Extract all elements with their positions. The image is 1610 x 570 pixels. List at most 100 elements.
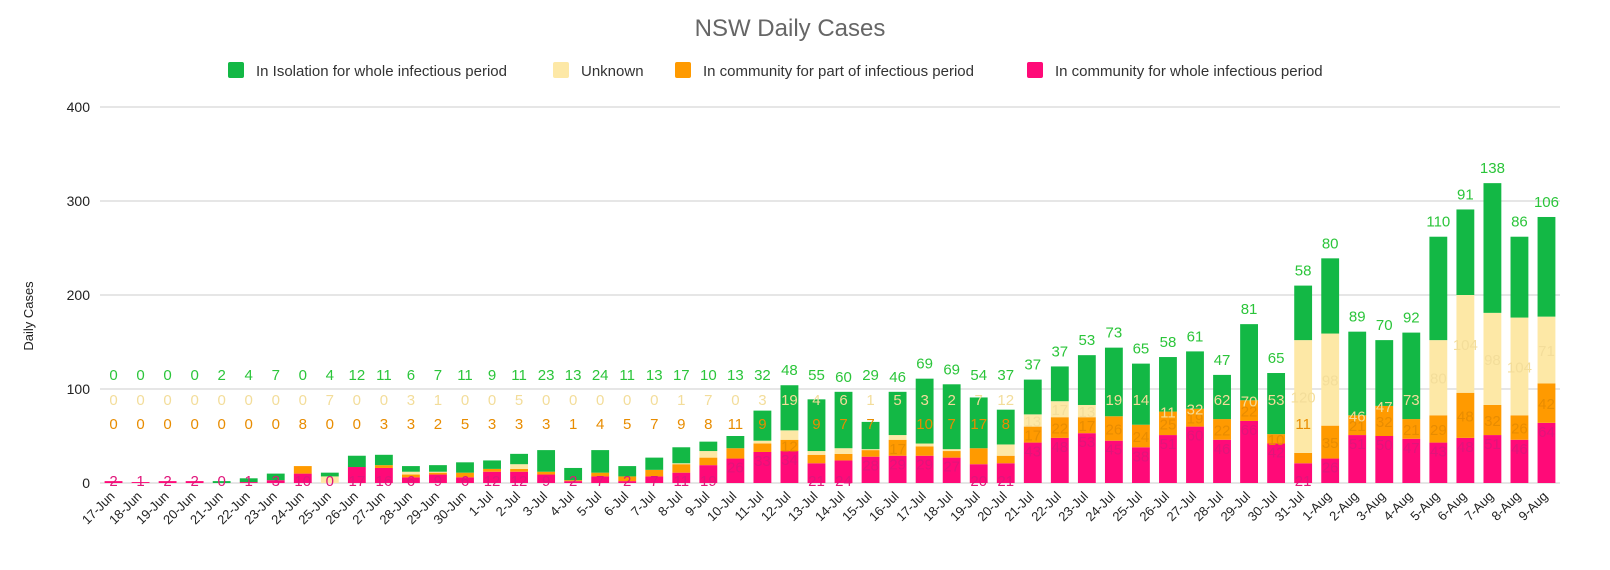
bar-segment bbox=[266, 473, 285, 481]
bar-segment bbox=[672, 463, 691, 465]
data-label: 7 bbox=[272, 367, 280, 384]
x-tick-label: 15-Jul bbox=[839, 488, 875, 524]
data-label: 13 bbox=[1079, 404, 1096, 421]
data-label: 19 bbox=[700, 473, 717, 490]
data-label: 12 bbox=[484, 473, 501, 490]
x-tick-label: 24-Jul bbox=[1082, 488, 1118, 524]
data-label: 9 bbox=[677, 416, 685, 433]
bar-segment bbox=[861, 449, 880, 451]
bar-segment bbox=[1050, 401, 1069, 418]
bar-segment bbox=[645, 457, 664, 470]
bar-segment bbox=[1537, 316, 1556, 384]
bar-segment bbox=[1537, 216, 1556, 317]
x-tick-label: 25-Jul bbox=[1109, 488, 1145, 524]
data-label: 32 bbox=[754, 367, 771, 384]
bar-segment bbox=[429, 472, 447, 475]
bar-segment bbox=[888, 391, 907, 436]
bar-segment bbox=[1023, 379, 1042, 415]
bar-segment bbox=[293, 466, 312, 474]
data-label: 13 bbox=[1024, 413, 1041, 430]
data-label: 2 bbox=[163, 473, 171, 490]
data-label: 104 bbox=[1507, 359, 1532, 376]
bar-segment bbox=[942, 451, 961, 458]
x-tick-label: 26-Jul bbox=[1136, 488, 1172, 524]
bar-segment bbox=[456, 477, 474, 483]
data-label: 3 bbox=[407, 416, 415, 433]
x-tick-label: 21-Jul bbox=[1001, 488, 1037, 524]
data-label: 13 bbox=[727, 367, 744, 384]
data-label: 20 bbox=[970, 473, 987, 490]
bar-segment bbox=[537, 450, 556, 472]
data-label: 17 bbox=[970, 416, 987, 433]
data-label: 7 bbox=[947, 416, 955, 433]
data-label: 1 bbox=[434, 392, 442, 409]
data-label: 3 bbox=[407, 392, 415, 409]
bar-segment bbox=[1348, 331, 1367, 416]
data-label: 9 bbox=[488, 367, 496, 384]
bar-segment bbox=[1375, 340, 1394, 406]
bar-segment bbox=[780, 451, 799, 483]
data-label: 17 bbox=[1051, 402, 1068, 419]
data-label: 16 bbox=[376, 473, 393, 490]
data-label: 48 bbox=[1051, 439, 1068, 456]
data-label: 11 bbox=[511, 367, 527, 384]
data-label: 6 bbox=[461, 473, 469, 490]
bar-segment bbox=[1077, 404, 1096, 418]
bar-segment bbox=[1537, 422, 1556, 483]
data-label: 19 bbox=[1187, 411, 1204, 428]
data-label: 6 bbox=[407, 473, 415, 490]
data-label: 70 bbox=[1241, 393, 1258, 410]
bar-segment bbox=[726, 458, 745, 483]
data-label: 3 bbox=[515, 416, 523, 433]
bar-segment bbox=[1159, 357, 1177, 412]
bar-segment bbox=[699, 465, 718, 483]
data-label: 69 bbox=[943, 361, 960, 378]
bar-segment bbox=[888, 435, 907, 440]
data-label: 2 bbox=[217, 367, 225, 384]
x-tick-label: 7-Jul bbox=[628, 488, 659, 519]
bar-segment bbox=[645, 469, 664, 477]
bar-segment bbox=[780, 430, 799, 440]
data-label: 47 bbox=[1403, 440, 1420, 457]
data-label: 0 bbox=[272, 416, 280, 433]
data-label: 17 bbox=[673, 367, 690, 384]
data-label: 22 bbox=[1051, 421, 1068, 438]
bar-segment bbox=[699, 457, 718, 466]
bar-segment bbox=[996, 444, 1015, 456]
data-label: 8 bbox=[299, 416, 307, 433]
data-label: 7 bbox=[866, 416, 874, 433]
data-label: 34 bbox=[781, 452, 798, 469]
data-label: 0 bbox=[488, 392, 496, 409]
data-label: 3 bbox=[758, 392, 766, 409]
data-label: 61 bbox=[1187, 328, 1204, 345]
x-tick-label: 4-Jul bbox=[547, 488, 578, 519]
y-tick-label: 200 bbox=[67, 287, 91, 303]
data-label: 98 bbox=[1484, 352, 1501, 369]
data-label: 10 bbox=[1268, 432, 1285, 449]
bar-segment bbox=[780, 385, 799, 431]
data-label: 0 bbox=[190, 367, 198, 384]
data-label: 26 bbox=[1322, 460, 1339, 477]
data-label: 3 bbox=[488, 416, 496, 433]
bar-segment bbox=[374, 467, 393, 483]
data-label: 26 bbox=[1106, 421, 1123, 438]
data-label: 12 bbox=[781, 438, 798, 455]
x-tick-label: 16-Jul bbox=[866, 488, 902, 524]
bar-segment bbox=[834, 391, 853, 449]
data-label: 54 bbox=[970, 367, 987, 384]
data-label: 0 bbox=[109, 392, 117, 409]
x-tick-label: 6-Aug bbox=[1434, 489, 1469, 524]
data-label: 53 bbox=[1079, 434, 1096, 451]
bar-segment bbox=[402, 466, 420, 472]
x-tick-label: 19-Jul bbox=[947, 488, 983, 524]
data-label: 7 bbox=[839, 416, 847, 433]
bar-segment bbox=[888, 439, 907, 456]
data-label: 3 bbox=[272, 473, 280, 490]
bar-segment bbox=[699, 441, 718, 452]
data-label: 65 bbox=[1268, 350, 1285, 367]
data-label: 70 bbox=[1376, 317, 1393, 334]
data-label: 11 bbox=[376, 367, 392, 384]
data-label: 33 bbox=[754, 453, 771, 470]
bar-segment bbox=[1104, 347, 1123, 417]
bars bbox=[104, 183, 1556, 483]
